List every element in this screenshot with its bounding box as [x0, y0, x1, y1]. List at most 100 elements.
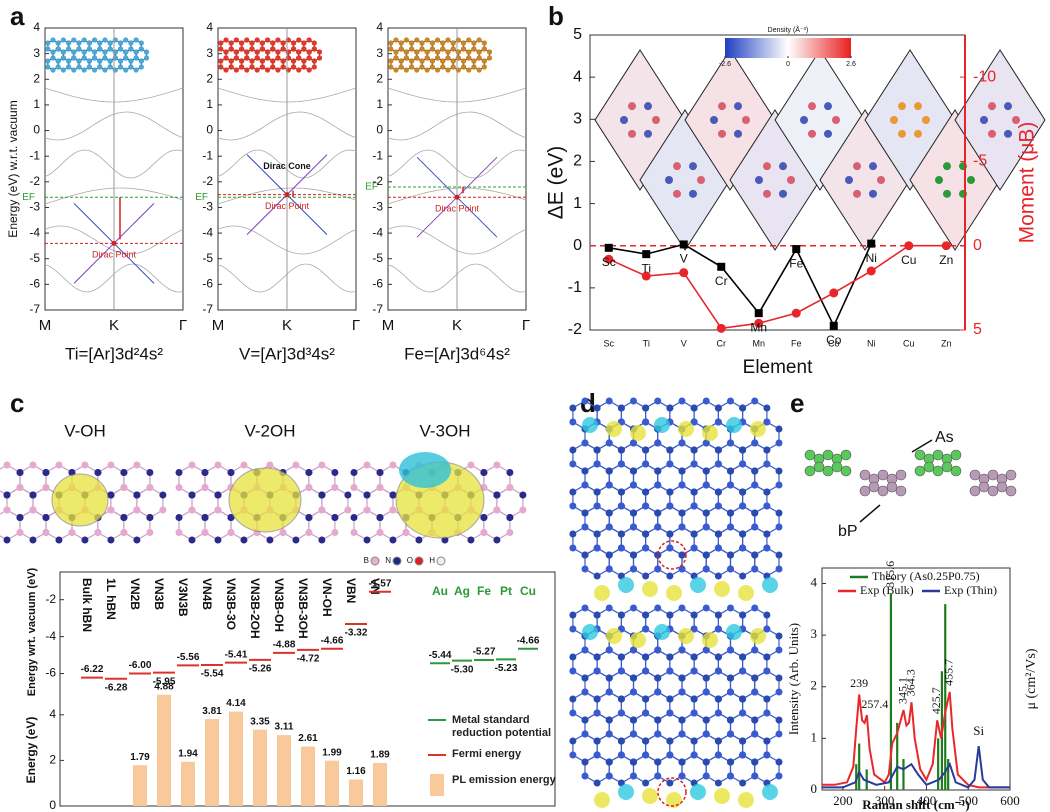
lattice-atom	[569, 751, 577, 759]
lattice-atom	[128, 46, 134, 52]
atom-label: O	[407, 556, 413, 565]
lattice-atom	[697, 176, 705, 184]
lattice-atom	[493, 506, 501, 514]
lattice-atom	[259, 46, 265, 52]
highlight	[657, 777, 687, 807]
x-tick-label: 400	[917, 793, 937, 808]
metal-label: Pt	[500, 584, 512, 598]
lattice-atom	[270, 46, 276, 52]
value-label: 3.35	[250, 716, 270, 727]
y-tick-label: 0	[49, 798, 56, 812]
category-label: VBN	[344, 578, 358, 603]
x-tick-label: Mn	[752, 338, 765, 348]
lattice-atom	[120, 484, 128, 491]
lattice-atom	[593, 544, 601, 552]
y-tick-label: -5	[202, 251, 213, 265]
lattice-atom	[605, 565, 613, 573]
value-label: -5.30	[451, 664, 474, 675]
lattice-atom	[775, 551, 783, 559]
x-tick-label: M	[382, 317, 395, 334]
lattice-bond	[632, 670, 659, 700]
lattice-atom	[654, 646, 662, 654]
lattice-atom	[714, 502, 722, 510]
lattice-bond	[620, 442, 647, 472]
data-point	[792, 245, 801, 254]
lattice-atom	[350, 514, 358, 521]
lattice-atom	[76, 64, 82, 70]
lattice-atom	[403, 55, 409, 61]
lattice-atom	[331, 514, 339, 521]
lattice-atom	[120, 529, 128, 536]
lattice-atom	[3, 461, 11, 469]
lattice-atom	[593, 460, 601, 468]
lattice-atom	[440, 58, 446, 64]
category-label: VN4B	[200, 578, 214, 610]
x-tick-label: M	[212, 317, 225, 334]
lattice-atom	[128, 64, 134, 70]
x-tick-label: Zn	[941, 338, 952, 348]
structure-atom	[932, 465, 944, 477]
lattice-bond	[754, 547, 780, 577]
lattice-atom	[363, 506, 371, 514]
lattice-bond	[584, 754, 610, 784]
structure-atom	[822, 465, 834, 477]
lattice-atom	[434, 67, 441, 73]
lattice-atom	[16, 484, 24, 491]
lattice-bond	[754, 505, 780, 535]
lattice-atom	[666, 530, 674, 538]
lattice-atom	[254, 67, 260, 73]
lattice-atom	[275, 37, 281, 43]
lattice-atom	[690, 751, 698, 759]
lattice-bond	[754, 712, 780, 742]
lattice-atom	[666, 709, 674, 717]
lattice-atom	[65, 64, 72, 70]
lattice-atom	[581, 674, 589, 682]
lattice-atom	[450, 58, 456, 64]
fermi-label: EF	[22, 192, 35, 203]
data-point	[641, 271, 651, 281]
lattice-atom	[666, 446, 674, 454]
lattice-atom	[629, 481, 637, 489]
lattice-atom	[45, 64, 51, 70]
lattice-atom	[301, 64, 307, 70]
lattice-bond	[572, 484, 598, 514]
lattice-atom	[605, 674, 613, 682]
y-tick-label: 4	[33, 20, 40, 34]
value-label: 2.61	[298, 733, 318, 744]
lattice-atom	[617, 695, 625, 703]
lattice-atom	[376, 529, 384, 536]
lattice-atom	[414, 67, 420, 73]
lattice-atom	[81, 536, 89, 544]
lattice-atom	[481, 46, 487, 52]
lattice-atom	[678, 481, 686, 489]
lattice-atom	[629, 730, 637, 738]
lattice-atom	[280, 64, 286, 70]
lattice-atom	[714, 460, 722, 468]
lattice-atom	[201, 514, 209, 521]
lattice-atom	[714, 625, 722, 633]
lattice-bond	[717, 733, 744, 763]
y-tick-label: 2	[49, 753, 56, 767]
lattice-bond	[123, 464, 151, 496]
lattice-bond	[204, 509, 232, 541]
lattice-atom	[666, 544, 674, 552]
lattice-atom	[690, 488, 698, 496]
peak-label: 345.1	[895, 677, 909, 704]
value-label: -5.95	[153, 676, 176, 687]
lattice-atom	[350, 529, 358, 536]
lattice-atom	[642, 625, 650, 633]
lattice-atom	[388, 40, 394, 46]
metal-label: Ag	[454, 584, 470, 598]
peak-label: 364.3	[903, 669, 917, 696]
lattice-atom	[97, 58, 103, 64]
lattice-bond	[729, 463, 756, 493]
lattice-atom	[318, 461, 326, 469]
y-tick-label: -7	[372, 302, 383, 316]
density-blob	[678, 628, 694, 644]
category-label: VN-OH	[320, 578, 334, 617]
lattice-atom	[188, 461, 196, 469]
peak-label: 315.6	[883, 561, 897, 588]
lattice-atom	[264, 67, 271, 73]
lattice-atom	[726, 565, 734, 573]
x-tick-label: 300	[875, 793, 895, 808]
